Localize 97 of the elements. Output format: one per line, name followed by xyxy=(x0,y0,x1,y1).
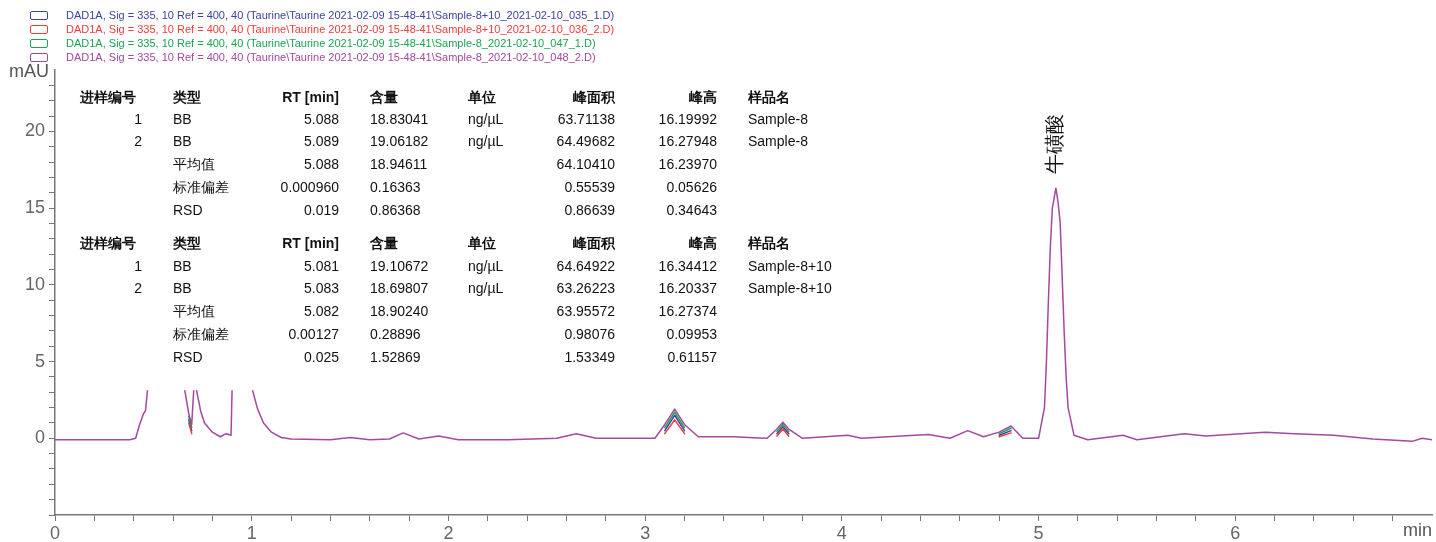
annotation: 标准偏差 xyxy=(173,178,229,196)
annotation: RT [min] xyxy=(282,88,339,106)
annotation: 0.00127 xyxy=(288,325,339,343)
annotation: 19.10672 xyxy=(370,257,429,275)
x-axis-title: min xyxy=(1402,519,1432,540)
annotation: 16.23970 xyxy=(658,155,717,173)
y-tick-label: 5 xyxy=(34,350,45,371)
annotation: 样品名 xyxy=(748,234,790,252)
annotation: 19.06182 xyxy=(370,132,429,150)
annotation: 标准偏差 xyxy=(173,325,229,343)
annotation: 牛磺酸 xyxy=(1043,114,1066,175)
annotation: Sample-8 xyxy=(748,132,808,150)
annotation: 2 xyxy=(134,132,142,150)
annotation: 单位 xyxy=(468,234,496,252)
annotation: 含量 xyxy=(370,88,398,106)
annotation: 16.34412 xyxy=(658,257,717,275)
annotation: 5.083 xyxy=(303,279,339,297)
annotation: 峰面积 xyxy=(573,234,615,252)
y-tick-label: 0 xyxy=(34,427,45,448)
annotation: ng/µL xyxy=(468,110,504,128)
annotation: 平均值 xyxy=(173,302,215,320)
annotation: 进样编号 xyxy=(80,88,136,106)
annotation: 1 xyxy=(134,257,142,275)
y-tick-label: 20 xyxy=(24,120,45,141)
annotation: RSD xyxy=(173,348,203,366)
annotation: 64.49682 xyxy=(556,132,615,150)
annotation: 0.019 xyxy=(303,201,339,219)
annotation: 0.025 xyxy=(303,348,339,366)
annotation: 0.86368 xyxy=(370,201,421,219)
annotation: 5.081 xyxy=(303,257,339,275)
annotation: 0.55539 xyxy=(564,178,615,196)
x-tick-label: 4 xyxy=(836,522,847,542)
annotation: 0.86639 xyxy=(564,201,615,219)
annotation: ng/µL xyxy=(468,257,504,275)
y-axis-title: mAU xyxy=(9,60,49,81)
x-tick-label: 5 xyxy=(1033,522,1044,542)
annotation: 0.28896 xyxy=(370,325,421,343)
x-tick-label: 3 xyxy=(640,522,651,542)
y-tick-label: 10 xyxy=(24,273,45,294)
annotation: ng/µL xyxy=(468,132,504,150)
annotation: RSD xyxy=(173,201,203,219)
annotation: BB xyxy=(173,257,192,275)
x-tick-label: 1 xyxy=(246,522,257,542)
legend-label: DAD1A, Sig = 335, 10 Ref = 400, 40 (Taurine\Taurine 2021-02-09 15-48-41\Sample-8_2021-02-10_048_2.D) xyxy=(66,50,596,64)
annotation: 0.09953 xyxy=(666,325,717,343)
annotation: 0.61157 xyxy=(667,348,717,366)
x-tick-label: 0 xyxy=(49,522,61,542)
annotation: 18.90240 xyxy=(370,302,429,320)
annotation: 2 xyxy=(134,279,142,297)
annotation: 63.95572 xyxy=(556,302,615,320)
legend-label: DAD1A, Sig = 335, 10 Ref = 400, 40 (Taurine\Taurine 2021-02-09 15-48-41\Sample-8_2021-02-10_047_1.D) xyxy=(66,36,596,50)
annotation: 5.082 xyxy=(303,302,339,320)
annotation: 63.71138 xyxy=(557,110,615,128)
legend-label: DAD1A, Sig = 335, 10 Ref = 400, 40 (Taurine\Taurine 2021-02-09 15-48-41\Sample-8+10_2021-02-10_035_1.D) xyxy=(66,8,615,22)
annotation: 样品名 xyxy=(748,88,790,106)
annotation: ng/µL xyxy=(468,279,504,297)
annotation: 5.088 xyxy=(303,155,339,173)
annotation: RT [min] xyxy=(282,234,339,252)
x-tick-label: 6 xyxy=(1230,522,1241,542)
annotation: 64.10410 xyxy=(556,155,615,173)
annotation: 16.20337 xyxy=(658,279,717,297)
annotation: 16.27948 xyxy=(658,132,717,150)
annotation: 1.53349 xyxy=(564,348,615,366)
annotation: 进样编号 xyxy=(80,234,136,252)
annotation: 类型 xyxy=(173,234,201,252)
legend-label: DAD1A, Sig = 335, 10 Ref = 400, 40 (Taurine\Taurine 2021-02-09 15-48-41\Sample-8+10_2021-02-10_036_2.D) xyxy=(66,22,615,36)
annotation: 18.69807 xyxy=(370,279,429,297)
annotation: 峰高 xyxy=(689,234,717,252)
annotation: Sample-8+10 xyxy=(748,279,832,297)
annotation: 1.52869 xyxy=(370,348,421,366)
annotation: 0.16363 xyxy=(370,178,421,196)
annotation: BB xyxy=(173,279,192,297)
annotation: Sample-8 xyxy=(748,110,808,128)
annotation: 单位 xyxy=(468,88,496,106)
x-tick-label: 2 xyxy=(443,522,454,542)
annotation: 含量 xyxy=(370,234,398,252)
annotation: 16.27374 xyxy=(658,302,717,320)
annotation: 63.26223 xyxy=(556,279,615,297)
annotation: BB xyxy=(173,110,192,128)
annotation: 0.34643 xyxy=(666,201,717,219)
y-tick-label: 15 xyxy=(24,197,45,218)
annotation: BB xyxy=(173,132,192,150)
annotation: 18.94611 xyxy=(370,155,428,173)
annotation: 5.088 xyxy=(303,110,339,128)
annotation: 5.089 xyxy=(303,132,339,150)
annotation: 0.000960 xyxy=(280,178,339,196)
annotation: 平均值 xyxy=(173,155,215,173)
annotation: 64.64922 xyxy=(556,257,615,275)
annotation: Sample-8+10 xyxy=(748,257,832,275)
annotation: 峰高 xyxy=(689,88,717,106)
annotation: 1 xyxy=(134,110,142,128)
annotation: 类型 xyxy=(173,88,201,106)
annotation: 0.05626 xyxy=(666,178,717,196)
annotation: 16.19992 xyxy=(658,110,717,128)
annotation: 0.98076 xyxy=(564,325,615,343)
annotation: 18.83041 xyxy=(370,110,429,128)
annotation: 峰面积 xyxy=(573,88,615,106)
